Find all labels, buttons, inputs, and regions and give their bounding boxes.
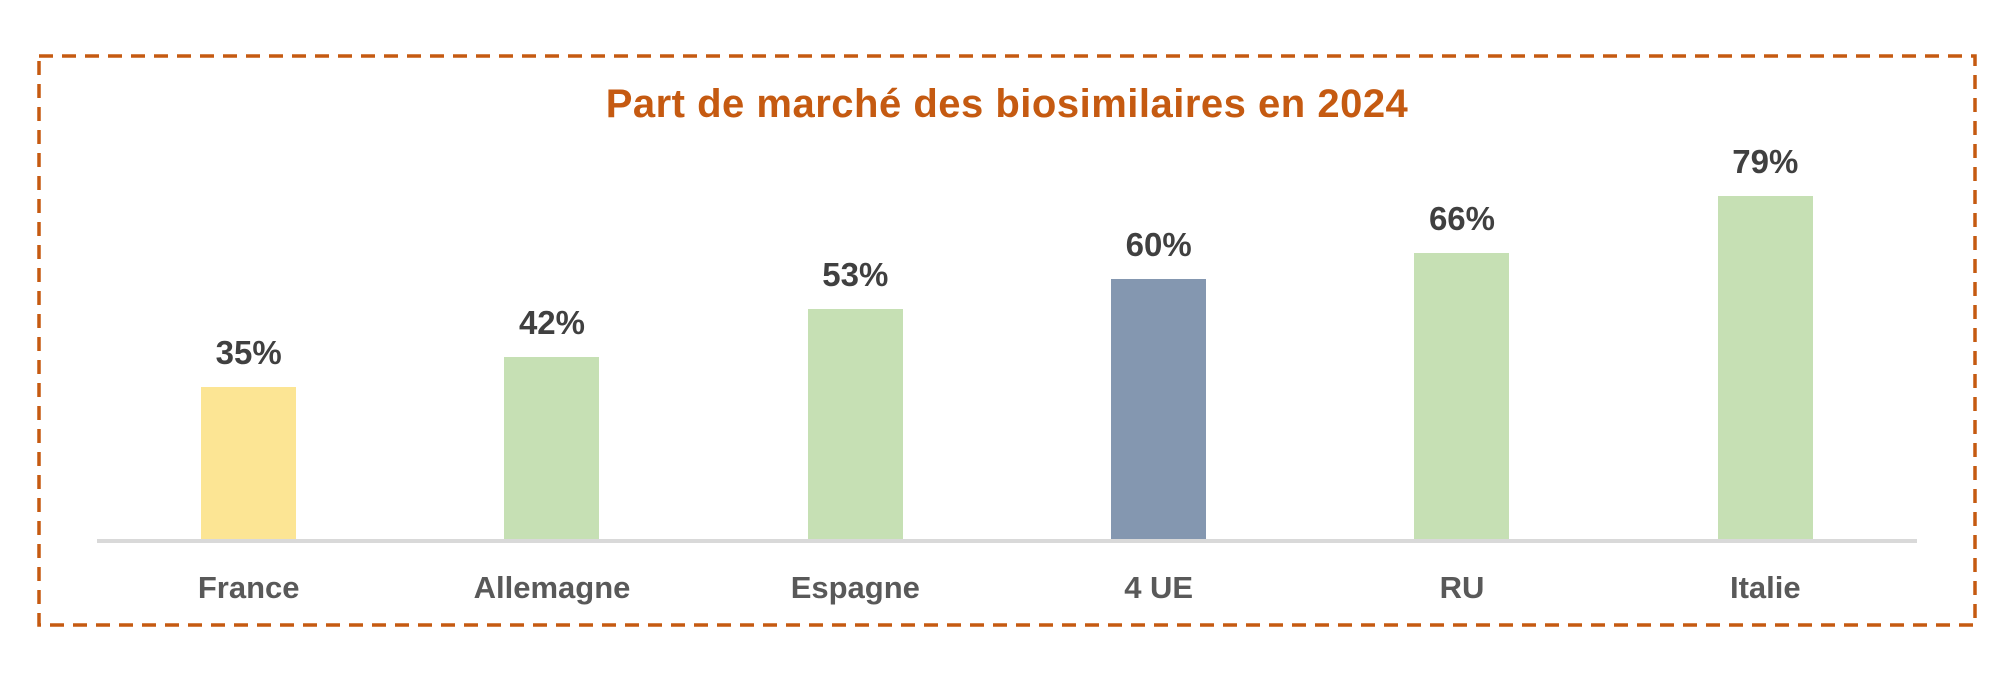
category-label: Allemagne [473, 570, 631, 605]
bar-italie [1717, 196, 1813, 539]
category-labels: France Allemagne Espagne 4 UE RU Italie [97, 543, 1917, 605]
bar-column: 35% [97, 54, 400, 539]
plot-area: 35% 42% 53% 60% 66% 79% France Allemagne Espagn… [97, 54, 1917, 627]
dashed-border-rect [37, 54, 1977, 627]
category-label: RU [1439, 570, 1485, 605]
bar-allemagne [504, 357, 600, 539]
bar-value-label: 35% [215, 333, 282, 371]
bar-espagne [807, 309, 903, 539]
x-axis-line [97, 539, 1917, 543]
bar-value-label: 60% [1125, 225, 1192, 263]
chart-title: Part de marché des biosimilaires en 2024 [605, 82, 1409, 126]
bar-column: 66% [1310, 54, 1613, 539]
dashed-border [37, 54, 1977, 627]
bar-column: 60% [1007, 54, 1310, 539]
category-label: 4 UE [1124, 570, 1194, 605]
bar-4-ue [1111, 279, 1207, 539]
category-label: Italie [1729, 570, 1801, 605]
bar-value-label: 66% [1428, 199, 1495, 237]
bar-value-label: 79% [1732, 142, 1799, 180]
bar-france [201, 387, 297, 539]
bar-column: 53% [704, 54, 1007, 539]
chart-frame: Part de marché des biosimilaires en 2024… [37, 54, 1977, 627]
bar-column: 79% [1614, 54, 1917, 539]
bar-column: 42% [400, 54, 703, 539]
bar-ru [1414, 253, 1510, 539]
bar-columns: 35% 42% 53% 60% 66% 79% [97, 54, 1917, 539]
category-label: France [197, 570, 300, 605]
category-label: Espagne [790, 570, 920, 605]
bar-value-label: 53% [822, 255, 889, 293]
bar-value-label: 42% [518, 303, 586, 341]
